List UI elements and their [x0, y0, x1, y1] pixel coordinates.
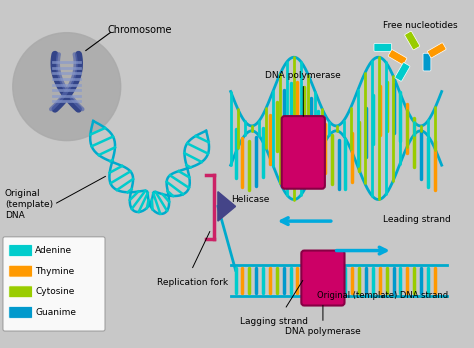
- Text: DNA polymerase: DNA polymerase: [265, 71, 341, 80]
- FancyBboxPatch shape: [9, 245, 32, 256]
- FancyBboxPatch shape: [301, 251, 345, 306]
- FancyBboxPatch shape: [282, 116, 325, 189]
- Text: Original
(template)
DNA: Original (template) DNA: [5, 189, 53, 220]
- Polygon shape: [218, 192, 236, 221]
- Text: Lagging strand: Lagging strand: [240, 317, 309, 326]
- FancyBboxPatch shape: [428, 43, 446, 58]
- Text: Cytosine: Cytosine: [36, 287, 75, 296]
- Text: Guanime: Guanime: [36, 308, 76, 317]
- Text: Thymine: Thymine: [36, 267, 74, 276]
- Text: Original (template) DNA strand: Original (template) DNA strand: [317, 291, 448, 300]
- FancyBboxPatch shape: [3, 237, 105, 331]
- Text: Replication fork: Replication fork: [157, 278, 228, 287]
- Text: DNA polymerase: DNA polymerase: [285, 327, 361, 336]
- Text: Adenine: Adenine: [36, 246, 73, 255]
- Text: Free nucleotides: Free nucleotides: [383, 21, 457, 30]
- Circle shape: [13, 33, 121, 141]
- FancyBboxPatch shape: [405, 31, 420, 50]
- FancyBboxPatch shape: [395, 63, 410, 81]
- FancyBboxPatch shape: [388, 50, 407, 65]
- FancyBboxPatch shape: [9, 286, 32, 298]
- Text: Chromosome: Chromosome: [108, 25, 173, 35]
- FancyBboxPatch shape: [374, 44, 392, 51]
- FancyBboxPatch shape: [423, 53, 431, 71]
- FancyBboxPatch shape: [9, 265, 32, 277]
- FancyBboxPatch shape: [9, 307, 32, 318]
- Text: Helicase: Helicase: [231, 195, 269, 204]
- Text: Leading strand: Leading strand: [383, 215, 451, 224]
